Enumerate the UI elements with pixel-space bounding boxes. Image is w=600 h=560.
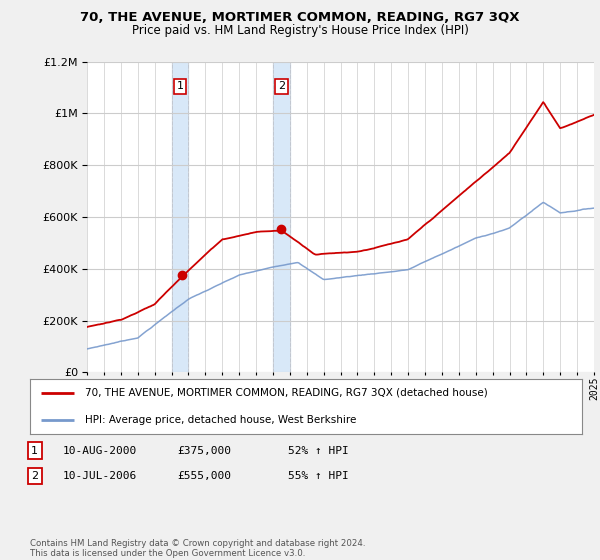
Text: 1: 1 xyxy=(176,81,184,91)
Text: 52% ↑ HPI: 52% ↑ HPI xyxy=(288,446,349,456)
Text: 1: 1 xyxy=(31,446,38,456)
Text: Price paid vs. HM Land Registry's House Price Index (HPI): Price paid vs. HM Land Registry's House … xyxy=(131,24,469,37)
Text: 55% ↑ HPI: 55% ↑ HPI xyxy=(288,471,349,481)
Text: 2: 2 xyxy=(31,471,38,481)
Text: £555,000: £555,000 xyxy=(177,471,231,481)
Text: Contains HM Land Registry data © Crown copyright and database right 2024.
This d: Contains HM Land Registry data © Crown c… xyxy=(30,539,365,558)
Text: 70, THE AVENUE, MORTIMER COMMON, READING, RG7 3QX: 70, THE AVENUE, MORTIMER COMMON, READING… xyxy=(80,11,520,24)
Text: 2: 2 xyxy=(278,81,285,91)
Bar xyxy=(273,62,290,372)
Text: 70, THE AVENUE, MORTIMER COMMON, READING, RG7 3QX (detached house): 70, THE AVENUE, MORTIMER COMMON, READING… xyxy=(85,388,488,398)
Text: £375,000: £375,000 xyxy=(177,446,231,456)
Text: 10-JUL-2006: 10-JUL-2006 xyxy=(63,471,137,481)
Bar xyxy=(172,62,188,372)
Text: HPI: Average price, detached house, West Berkshire: HPI: Average price, detached house, West… xyxy=(85,416,356,425)
Text: 10-AUG-2000: 10-AUG-2000 xyxy=(63,446,137,456)
